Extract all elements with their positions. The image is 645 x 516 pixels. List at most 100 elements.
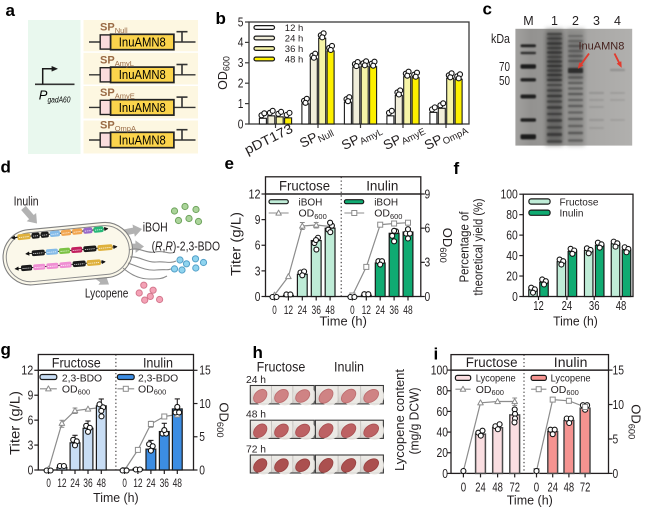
svg-text:36: 36 — [83, 476, 93, 490]
svg-text:40: 40 — [506, 248, 518, 263]
svg-text:12: 12 — [249, 186, 261, 201]
svg-text:9: 9 — [28, 388, 34, 403]
svg-text:12: 12 — [133, 476, 143, 490]
svg-text:SPAmyL: SPAmyL — [339, 121, 385, 156]
svg-text:20: 20 — [506, 268, 518, 283]
svg-text:5: 5 — [613, 431, 619, 446]
svg-text:a: a — [6, 1, 16, 20]
svg-text:pDT173: pDT173 — [242, 121, 295, 158]
svg-text:48 h: 48 h — [246, 409, 266, 421]
svg-text:12: 12 — [284, 303, 294, 317]
svg-text:SPAmyE: SPAmyE — [381, 120, 428, 155]
svg-text:100: 100 — [501, 187, 518, 202]
svg-text:0: 0 — [199, 462, 205, 477]
svg-text:20: 20 — [437, 445, 449, 460]
svg-text:0: 0 — [442, 466, 448, 481]
svg-text:OD600: OD600 — [138, 383, 166, 396]
svg-text:24: 24 — [376, 303, 386, 317]
svg-text:36 h: 36 h — [285, 44, 304, 55]
svg-text:Percentage of: Percentage of — [457, 211, 472, 282]
svg-text:InuAMN8: InuAMN8 — [119, 101, 166, 115]
svg-text:InuAMN8: InuAMN8 — [119, 35, 166, 49]
svg-text:Time (h): Time (h) — [553, 313, 598, 328]
svg-text:70: 70 — [499, 59, 510, 74]
svg-text:f: f — [454, 159, 460, 178]
svg-text:3: 3 — [28, 437, 34, 452]
svg-text:48: 48 — [492, 479, 503, 494]
svg-text:M: M — [523, 14, 533, 28]
svg-text:OD600: OD600 — [551, 384, 579, 397]
svg-text:Lycopene: Lycopene — [85, 286, 128, 301]
svg-text:g: g — [1, 340, 11, 359]
svg-text:24: 24 — [298, 303, 308, 317]
svg-text:i: i — [434, 345, 439, 364]
svg-text:0: 0 — [272, 303, 277, 317]
svg-text:72: 72 — [580, 479, 591, 494]
svg-text:0: 0 — [28, 462, 34, 477]
svg-text:48: 48 — [403, 303, 413, 317]
svg-text:50: 50 — [499, 73, 510, 88]
svg-text:24: 24 — [475, 479, 486, 494]
svg-text:0: 0 — [461, 479, 466, 494]
svg-text:6: 6 — [28, 413, 34, 428]
svg-text:15: 15 — [199, 363, 211, 378]
svg-text:kDa: kDa — [491, 32, 510, 46]
svg-text:Fructose: Fructose — [560, 197, 599, 208]
svg-text:0: 0 — [613, 466, 619, 481]
svg-text:36: 36 — [160, 476, 170, 490]
svg-text:Inulin: Inulin — [554, 355, 588, 370]
svg-text:24 h: 24 h — [246, 374, 266, 386]
svg-text:Inulin: Inulin — [560, 209, 584, 220]
svg-text:OD600: OD600 — [476, 384, 504, 397]
svg-text:OD600: OD600 — [627, 404, 644, 439]
svg-text:OD600: OD600 — [438, 228, 455, 263]
svg-text:3: 3 — [593, 14, 600, 28]
svg-text:3: 3 — [425, 255, 431, 270]
svg-text:12: 12 — [533, 298, 544, 313]
svg-text:Titer (g/L): Titer (g/L) — [7, 391, 23, 455]
svg-text:48: 48 — [173, 476, 183, 490]
svg-text:Lycopene content: Lycopene content — [392, 369, 407, 471]
svg-text:OD600: OD600 — [374, 208, 402, 221]
svg-text:OD600: OD600 — [299, 208, 327, 221]
svg-text:15: 15 — [613, 363, 625, 378]
svg-text:48: 48 — [616, 298, 627, 313]
svg-text:9: 9 — [255, 212, 261, 227]
svg-text:3: 3 — [255, 263, 261, 278]
svg-text:Time (h): Time (h) — [93, 490, 139, 505]
svg-text:InuAMN8: InuAMN8 — [579, 41, 625, 53]
svg-text:Time (h): Time (h) — [320, 314, 367, 329]
svg-text:24: 24 — [70, 476, 80, 490]
svg-text:Inulin: Inulin — [366, 178, 398, 193]
svg-text:OD600: OD600 — [215, 402, 232, 437]
svg-text:36: 36 — [389, 303, 399, 317]
svg-text:12: 12 — [21, 363, 33, 378]
svg-text:4: 4 — [614, 14, 621, 28]
svg-text:48: 48 — [97, 476, 107, 490]
svg-text:iBOH: iBOH — [143, 219, 168, 234]
svg-text:d: d — [1, 158, 11, 177]
svg-text:60: 60 — [437, 404, 449, 419]
svg-text:c: c — [483, 0, 492, 19]
svg-text:OD600: OD600 — [216, 56, 232, 90]
svg-text:40: 40 — [437, 424, 449, 439]
svg-text:Fructose: Fructose — [52, 355, 101, 370]
svg-text:80: 80 — [437, 383, 449, 398]
svg-text:theoretical yield (%): theoretical yield (%) — [471, 199, 486, 296]
svg-text:0: 0 — [46, 476, 51, 490]
svg-text:0: 0 — [255, 289, 261, 304]
svg-text:e: e — [225, 154, 234, 173]
svg-text:4: 4 — [238, 36, 244, 50]
svg-text:SPNull: SPNull — [297, 122, 336, 153]
svg-text:Titer (g/L): Titer (g/L) — [228, 212, 244, 276]
svg-text:Inulin: Inulin — [334, 360, 364, 375]
svg-text:Fructose: Fructose — [279, 178, 330, 193]
svg-text:0: 0 — [512, 289, 518, 304]
svg-text:InuAMN8: InuAMN8 — [119, 133, 166, 147]
svg-text:10: 10 — [199, 396, 211, 411]
svg-text:24: 24 — [146, 476, 156, 490]
svg-text:100: 100 — [431, 363, 448, 378]
svg-text:OD600: OD600 — [62, 383, 90, 396]
svg-text:24: 24 — [562, 298, 573, 313]
svg-text:0: 0 — [425, 289, 431, 304]
